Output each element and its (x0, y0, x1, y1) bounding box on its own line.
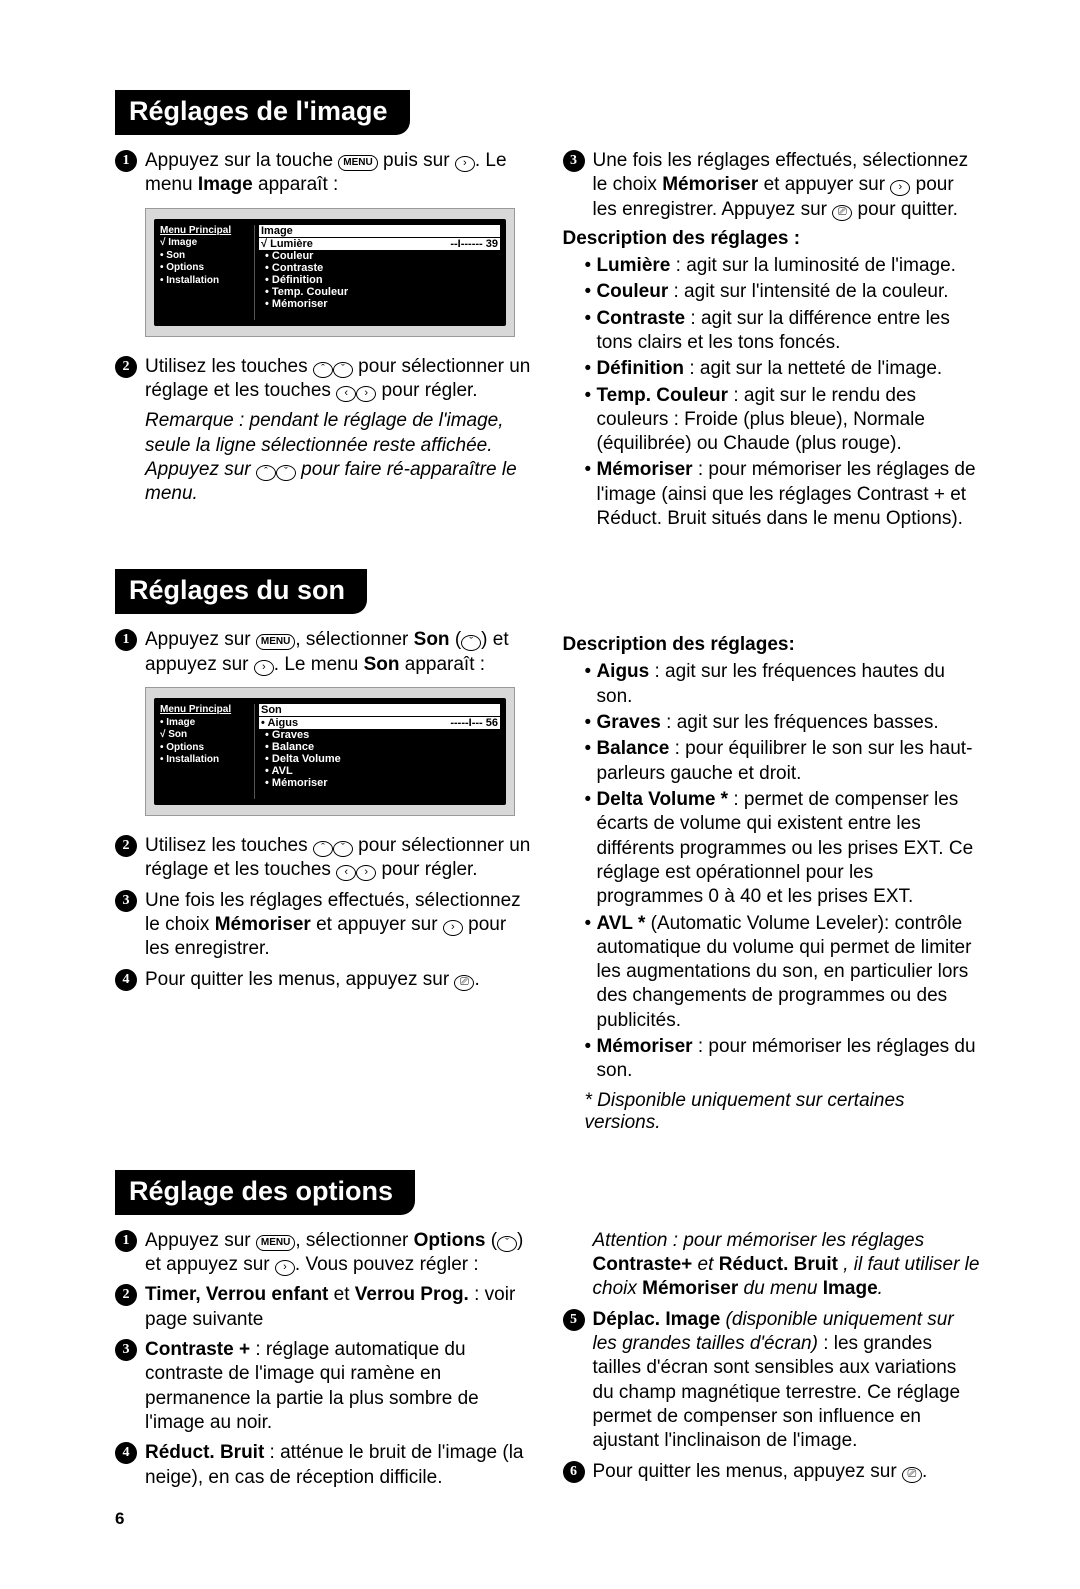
down-button-icon: ˇ (461, 635, 481, 651)
right-button-icon: › (254, 660, 274, 676)
menu-button-icon: MENU (256, 634, 295, 650)
desc-list: Lumière : agit sur la luminosité de l'im… (563, 254, 981, 531)
left-button-icon: ‹ (336, 865, 356, 881)
image-right-col: 3 Une fois les réglages effectués, sélec… (563, 149, 981, 533)
heading-image: Réglages de l'image (115, 90, 410, 135)
step-number: 6 (563, 1461, 585, 1483)
step-number: 1 (115, 1230, 137, 1252)
right-button-icon: › (455, 156, 475, 172)
right-button-icon: › (890, 180, 910, 196)
up-button-icon: ˆ (256, 465, 276, 481)
step-number: 5 (563, 1309, 585, 1331)
step-number: 1 (115, 150, 137, 172)
step-text: Utilisez les touches ˆˇ pour sélectionne… (145, 834, 533, 883)
down-button-icon: ˇ (333, 362, 353, 378)
right-button-icon: › (443, 920, 463, 936)
exit-button-icon: ⎚ (832, 205, 852, 221)
step-number: 4 (115, 969, 137, 991)
step-text: Timer, Verrou enfant et Verrou Prog. : v… (145, 1283, 533, 1332)
step-number: 1 (115, 629, 137, 651)
desc-heading: Description des réglages: (563, 634, 981, 656)
options-right-col: Attention : pour mémoriser les réglages … (563, 1229, 981, 1496)
down-button-icon: ˇ (333, 841, 353, 857)
step-number: 3 (115, 890, 137, 912)
remark-text: Remarque : pendant le réglage de l'image… (115, 409, 533, 506)
options-note: Attention : pour mémoriser les réglages … (563, 1229, 981, 1302)
desc-list: Aigus : agit sur les fréquences hautes d… (563, 660, 981, 1083)
step-text: Utilisez les touches ˆˇ pour sélectionne… (145, 355, 533, 404)
step-number: 2 (115, 356, 137, 378)
down-button-icon: ˇ (276, 465, 296, 481)
up-button-icon: ˆ (313, 362, 333, 378)
step-text: Réduct. Bruit : atténue le bruit de l'im… (145, 1441, 533, 1490)
step-text: Pour quitter les menus, appuyez sur ⎚. (593, 1460, 981, 1484)
up-button-icon: ˆ (313, 841, 333, 857)
left-button-icon: ‹ (336, 386, 356, 402)
exit-button-icon: ⎚ (454, 975, 474, 991)
page-number: 6 (115, 1509, 124, 1529)
step-number: 4 (115, 1442, 137, 1464)
section-options: Réglage des options 1 Appuyez sur MENU, … (115, 1170, 980, 1496)
heading-options: Réglage des options (115, 1170, 415, 1215)
options-left-col: 1 Appuyez sur MENU, sélectionner Options… (115, 1229, 533, 1496)
step-number: 2 (115, 1284, 137, 1306)
menu-button-icon: MENU (338, 155, 377, 171)
down-button-icon: ˇ (497, 1236, 517, 1252)
step-text: Appuyez sur MENU, sélectionner Son (ˇ) e… (145, 628, 533, 677)
tv-screenshot-sound: Menu Principal • Image √ Son • Options •… (145, 687, 515, 816)
exit-button-icon: ⎚ (902, 1467, 922, 1483)
sound-right-col: Description des réglages: Aigus : agit s… (563, 628, 981, 1133)
right-button-icon: › (356, 386, 376, 402)
section-sound: Réglages du son 1 Appuyez sur MENU, séle… (115, 569, 980, 1133)
menu-button-icon: MENU (256, 1235, 295, 1251)
step-text: Appuyez sur MENU, sélectionner Options (… (145, 1229, 533, 1278)
step-text: Une fois les réglages effectués, sélecti… (593, 149, 981, 222)
step-number: 3 (115, 1339, 137, 1361)
step-text: Une fois les réglages effectués, sélecti… (145, 889, 533, 962)
step-text: Contraste + : réglage automatique du con… (145, 1338, 533, 1435)
image-left-col: 1 Appuyez sur la touche MENU puis sur ›.… (115, 149, 533, 533)
footnote: * Disponible uniquement sur certaines ve… (563, 1090, 981, 1134)
sound-left-col: 1 Appuyez sur MENU, sélectionner Son (ˇ)… (115, 628, 533, 1133)
section-image: Réglages de l'image 1 Appuyez sur la tou… (115, 90, 980, 533)
tv-screenshot-image: Menu Principal √ Image • Son • Options •… (145, 208, 515, 337)
step-number: 2 (115, 835, 137, 857)
right-button-icon: › (275, 1260, 295, 1276)
step-text: Pour quitter les menus, appuyez sur ⎚. (145, 968, 533, 992)
heading-sound: Réglages du son (115, 569, 367, 614)
desc-heading: Description des réglages : (563, 228, 981, 250)
step-text: Appuyez sur la touche MENU puis sur ›. L… (145, 149, 533, 198)
right-button-icon: › (356, 865, 376, 881)
step-text: Déplac. Image (disponible uniquement sur… (593, 1308, 981, 1454)
step-number: 3 (563, 150, 585, 172)
